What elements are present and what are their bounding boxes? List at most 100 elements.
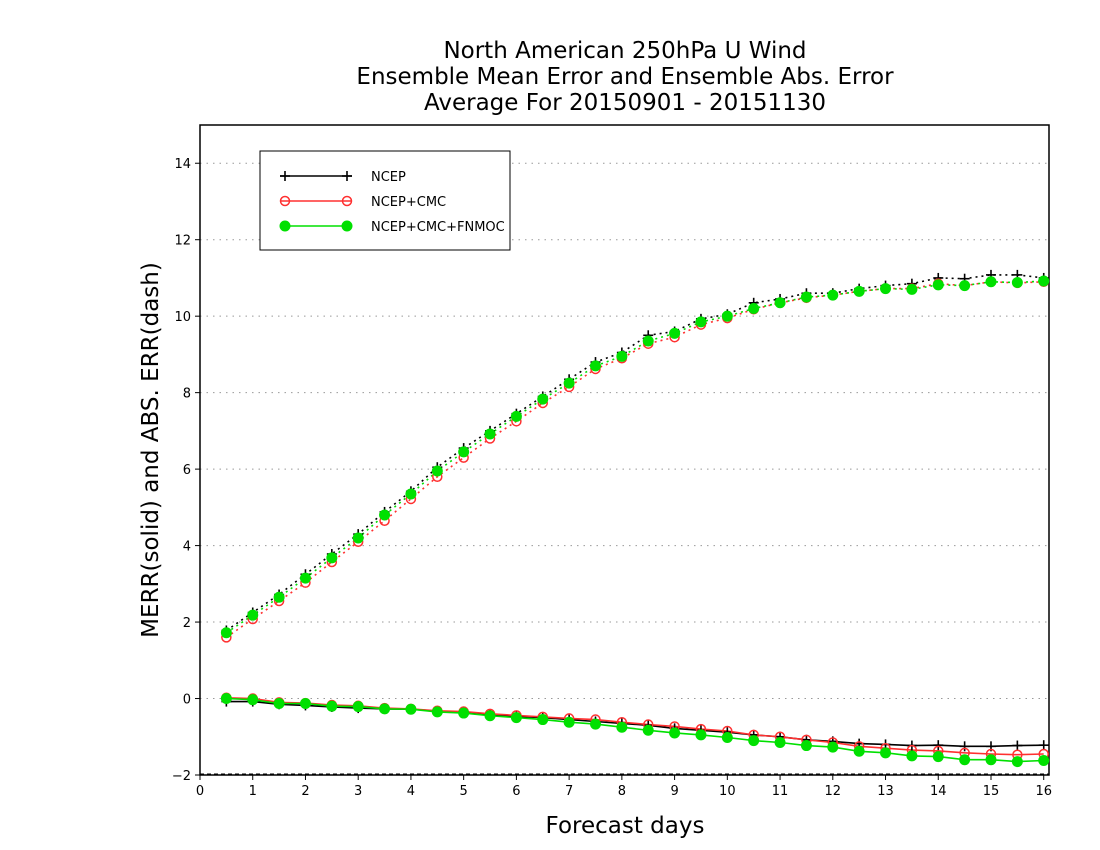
x-tick-label-7: 7 xyxy=(565,784,573,799)
series-2-abs_err-point-29 xyxy=(985,276,997,288)
plot-area-frame xyxy=(199,124,1050,776)
series-2-merr-point-6 xyxy=(379,703,391,715)
series-2-abs_err-point-1 xyxy=(247,609,259,621)
series-2-abs_err-point-4 xyxy=(326,552,338,564)
series-2-abs_err-point-11 xyxy=(510,410,522,422)
x-tick-label-12: 12 xyxy=(825,784,842,799)
series-2-merr-point-26 xyxy=(906,750,918,762)
series-2-merr-point-2 xyxy=(273,698,285,709)
y-tick-label-6: 6 xyxy=(183,463,191,478)
series-2-abs_err-point-27 xyxy=(932,279,944,291)
series-0-merr-point-28 xyxy=(959,741,970,752)
series-2-abs_err-point-3 xyxy=(299,572,311,584)
legend-marker-start-2 xyxy=(279,220,291,232)
series-2-merr-point-27 xyxy=(932,751,944,763)
title-line-3: Average For 20150901 - 20151130 xyxy=(424,90,826,116)
y-axis-title: MERR(solid) and ABS. ERR(dash) xyxy=(138,262,164,638)
series-2-merr-point-7 xyxy=(405,703,417,715)
y-tick-label-4: 4 xyxy=(183,540,191,555)
series-2-merr-point-16 xyxy=(642,724,654,736)
y-tick-label-14: 14 xyxy=(174,157,191,172)
x-tick-label-13: 13 xyxy=(877,784,894,799)
series-2-merr-point-28 xyxy=(959,754,971,766)
series-2-abs_err-point-17 xyxy=(669,327,681,339)
series-2-merr-point-13 xyxy=(563,716,575,728)
legend-label-2: NCEP+CMC+FNMOC xyxy=(371,220,505,235)
series-2-abs_err-point-13 xyxy=(563,377,575,389)
series-2-abs_err-line xyxy=(225,280,1044,634)
series-2-merr-point-12 xyxy=(537,714,549,726)
grid-lines xyxy=(200,162,1049,775)
series-2-abs_err-point-15 xyxy=(616,350,628,362)
x-tick-label-15: 15 xyxy=(983,784,1000,799)
series-2-abs_err-point-20 xyxy=(748,303,760,315)
series-2-abs_err-point-19 xyxy=(721,310,733,322)
series-layer xyxy=(220,269,1050,768)
series-2-abs_err-point-24 xyxy=(853,285,865,297)
series-2-abs_err-point-10 xyxy=(484,428,496,440)
legend-marker-start-1 xyxy=(279,195,291,207)
series-2-abs_err-point-7 xyxy=(405,488,417,500)
series-2-abs_err-point-12 xyxy=(537,393,549,405)
series-2-abs_err-point-6 xyxy=(379,509,391,521)
series-2-merr-point-0 xyxy=(220,693,232,705)
series-2-merr-point-10 xyxy=(484,710,496,722)
x-tick-label-14: 14 xyxy=(930,784,947,799)
series-2-merr-point-3 xyxy=(299,698,311,709)
legend: NCEP NCEP+CMC NCEP+CMC+FNMOC xyxy=(259,150,511,251)
title-line-2: Ensemble Mean Error and Ensemble Abs. Er… xyxy=(356,64,894,90)
series-2-merr-point-30 xyxy=(1011,756,1023,768)
x-tick-label-4: 4 xyxy=(407,784,415,799)
x-tick-label-2: 2 xyxy=(301,784,309,799)
legend-label-0: NCEP xyxy=(371,170,406,185)
x-tick-label-3: 3 xyxy=(354,784,362,799)
series-0-abs_err-line xyxy=(225,274,1044,632)
x-tick-label-5: 5 xyxy=(460,784,468,799)
series-2-abs_err-point-23 xyxy=(827,289,839,301)
series-2-merr-point-19 xyxy=(721,732,733,744)
series-2-abs_err-point-0 xyxy=(220,627,232,639)
series-2-abs_err-point-25 xyxy=(880,283,892,295)
y-tick-label-2: 2 xyxy=(183,616,191,631)
series-0-merr-point-30 xyxy=(1012,740,1023,751)
series-2-merr-point-21 xyxy=(774,737,786,748)
legend-items: NCEP NCEP+CMC NCEP+CMC+FNMOC xyxy=(279,170,505,235)
series-2-merr-point-8 xyxy=(431,706,443,718)
x-tick-label-0: 0 xyxy=(196,784,204,799)
series-2-abs_err-point-26 xyxy=(906,283,918,295)
series-2-merr-point-18 xyxy=(695,729,707,741)
x-tick-label-10: 10 xyxy=(719,784,736,799)
legend-marker-end-0 xyxy=(342,171,352,181)
series-2-abs_err-point-5 xyxy=(352,532,364,544)
series-2-abs_err-point-31 xyxy=(1038,275,1050,287)
series-2-merr-point-24 xyxy=(853,745,865,757)
series-2-merr-point-17 xyxy=(669,727,681,739)
x-tick-label-8: 8 xyxy=(618,784,626,799)
x-tick-label-6: 6 xyxy=(512,784,520,799)
series-2-merr-point-4 xyxy=(326,700,338,712)
series-2-merr-point-14 xyxy=(589,718,601,730)
series-2-merr-point-22 xyxy=(800,740,812,752)
y-tick-label-10: 10 xyxy=(174,310,191,325)
series-2-merr-point-31 xyxy=(1038,754,1050,766)
title-line-1: North American 250hPa U Wind xyxy=(443,38,806,64)
series-2-abs_err-point-28 xyxy=(959,280,971,292)
series-2-merr-point-5 xyxy=(352,701,364,713)
x-axis-title: Forecast days xyxy=(546,813,705,839)
y-tick-label--2: −2 xyxy=(172,769,191,784)
series-2-abs_err-point-21 xyxy=(774,297,786,309)
series-2-abs_err-point-18 xyxy=(695,316,707,328)
x-tick-label-1: 1 xyxy=(249,784,257,799)
series-2-abs_err-point-30 xyxy=(1011,277,1023,289)
series-0-merr-point-27 xyxy=(933,740,944,751)
series-2-merr-point-23 xyxy=(827,741,839,753)
y-tick-label-12: 12 xyxy=(174,234,191,249)
series-2-merr-point-20 xyxy=(748,735,760,747)
y-tick-label-0: 0 xyxy=(183,693,191,708)
series-2-abs_err-point-16 xyxy=(642,335,654,347)
x-tick-label-16: 16 xyxy=(1035,784,1052,799)
series-1-abs_err-line xyxy=(225,280,1044,639)
y-tick-label-8: 8 xyxy=(183,387,191,402)
series-2-merr-point-25 xyxy=(880,747,892,759)
